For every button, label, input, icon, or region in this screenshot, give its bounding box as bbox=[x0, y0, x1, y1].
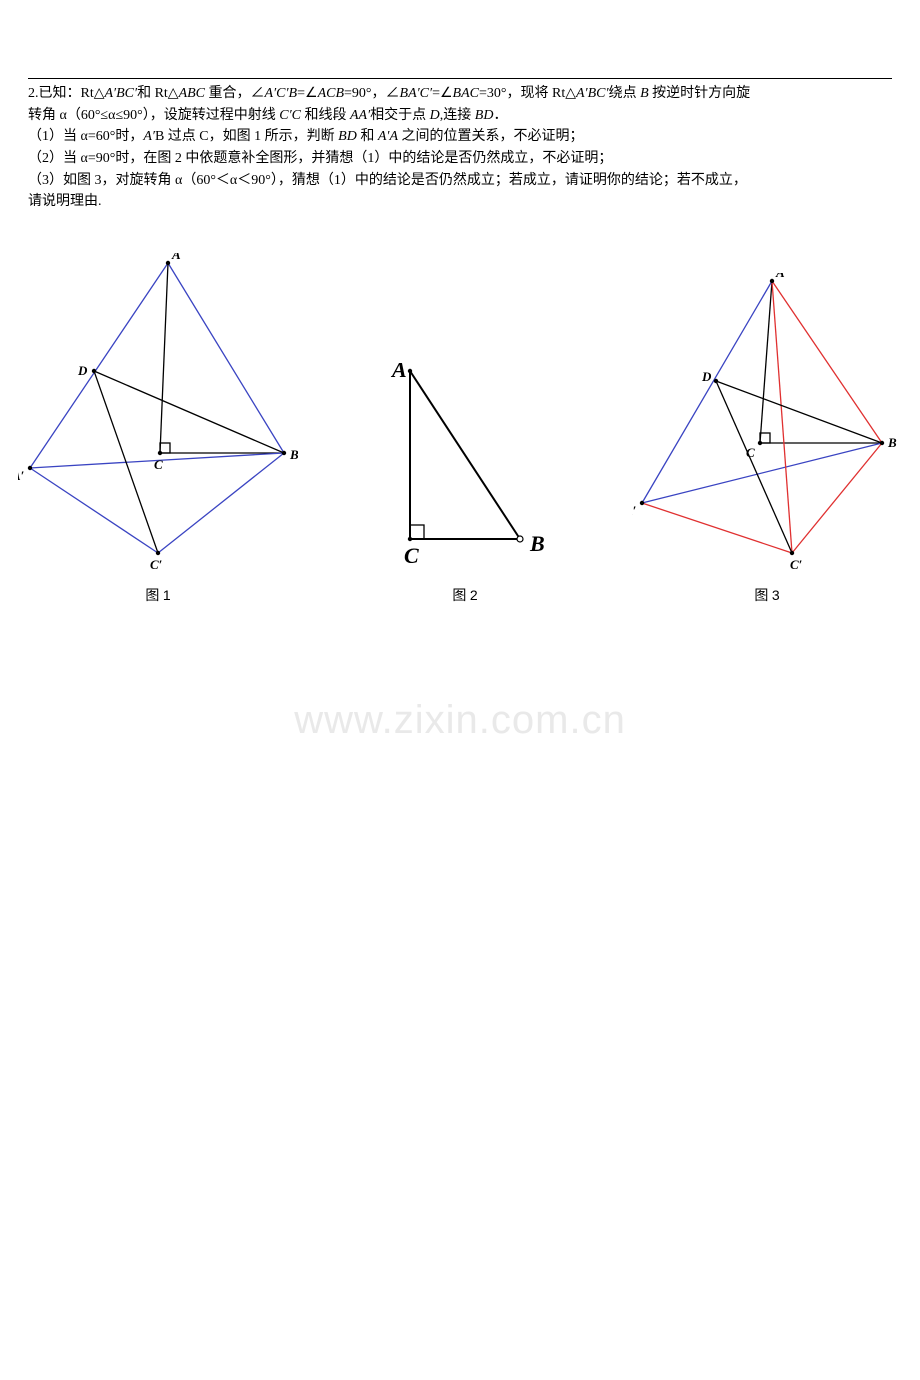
svg-text:C: C bbox=[404, 543, 419, 568]
svg-text:B: B bbox=[529, 531, 545, 556]
svg-text:D: D bbox=[701, 369, 712, 384]
figure-3: A A′ B C C′ D 图 3 bbox=[632, 273, 902, 605]
svg-text:A′: A′ bbox=[18, 468, 25, 483]
figure-2: A B C 图 2 bbox=[380, 363, 550, 605]
svg-text:A: A bbox=[171, 253, 181, 262]
svg-text:D: D bbox=[77, 363, 88, 378]
svg-text:B: B bbox=[289, 447, 298, 462]
figure-2-svg: A B C bbox=[380, 363, 550, 573]
svg-text:C: C bbox=[746, 445, 755, 460]
svg-text:A: A bbox=[390, 363, 407, 382]
figure-1-svg: A A′ B C C′ D bbox=[18, 253, 298, 573]
problem-number: 2. bbox=[28, 86, 39, 101]
svg-text:B: B bbox=[887, 435, 897, 450]
figure-1-label: 图 1 bbox=[145, 585, 170, 605]
svg-text:C′: C′ bbox=[790, 557, 803, 572]
problem-text: 2.已知：Rt△A′BC′和 Rt△ABC 重合，∠A′C′B=∠ACB=90°… bbox=[28, 83, 892, 213]
svg-text:C: C bbox=[154, 457, 163, 472]
horizontal-rule bbox=[28, 78, 892, 79]
watermark-text: www.zixin.com.cn bbox=[294, 698, 626, 743]
svg-text:A′: A′ bbox=[632, 503, 637, 518]
svg-text:C′: C′ bbox=[150, 557, 163, 572]
svg-text:A: A bbox=[775, 273, 785, 280]
figure-1: A A′ B C C′ D 图 1 bbox=[18, 253, 298, 605]
figure-3-label: 图 3 bbox=[754, 585, 779, 605]
figures-row: A A′ B C C′ D 图 1 A B C 图 2 A A′ B C C′ D 图 3 bbox=[18, 253, 902, 605]
figure-2-label: 图 2 bbox=[452, 585, 477, 605]
figure-3-svg: A A′ B C C′ D bbox=[632, 273, 902, 573]
